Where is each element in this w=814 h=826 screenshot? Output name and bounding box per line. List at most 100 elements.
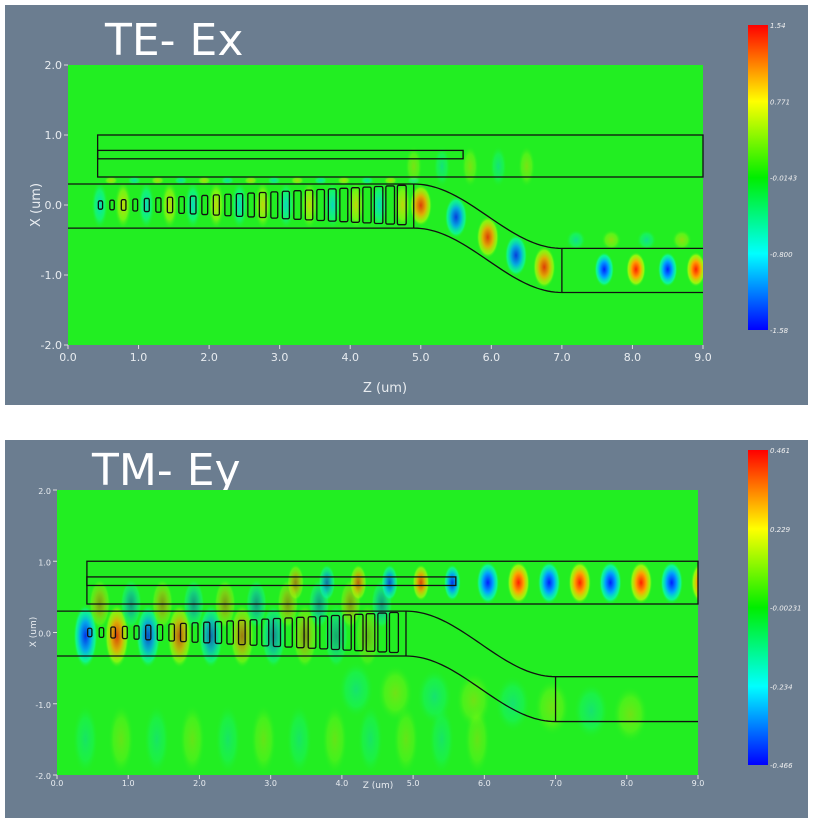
field-lobe [136, 604, 161, 669]
x-tick-label: 6.0 [483, 351, 501, 364]
x-tick-label: 9.0 [694, 351, 712, 364]
thin-strip [86, 576, 457, 587]
thin-strip [96, 149, 464, 160]
grating-segment [339, 187, 349, 223]
x-tick-label: 1.0 [122, 779, 135, 788]
grating-segment [258, 191, 267, 219]
y-tick-label: 2.0 [38, 487, 51, 496]
field-lobe [179, 703, 206, 775]
field-lobe [489, 145, 507, 188]
grating-segment [145, 624, 152, 641]
s-bend-bottom [405, 655, 556, 723]
field-lobe [91, 180, 109, 230]
field-lobe [318, 564, 336, 602]
field-lobe [686, 251, 703, 287]
field-lobe [537, 561, 561, 604]
field-lobe [534, 678, 570, 736]
field-lobe [690, 562, 698, 603]
grating-segment [201, 194, 209, 216]
grating-segment [110, 626, 117, 639]
y-tick-label: 1.0 [45, 129, 63, 142]
field-lobe [198, 604, 223, 669]
x-tick-label: 5.0 [407, 779, 420, 788]
field-lobe [137, 180, 155, 230]
colorbar-tick-label: -0.234 [770, 683, 793, 691]
grating-segment [226, 620, 234, 645]
grating-segment [388, 611, 400, 654]
y-tick-label: 1.0 [38, 558, 51, 567]
x-tick-label: 6.0 [478, 779, 491, 788]
field-lobe [381, 564, 399, 602]
field-lobe [143, 703, 170, 775]
x-axis-label: Z (um) [363, 381, 407, 396]
grating-segment [178, 195, 185, 215]
field-lobe [444, 196, 468, 239]
field-lobe [290, 176, 305, 185]
y-axis-label: X (um) [29, 617, 39, 648]
x-axis-label: Z (um) [363, 781, 394, 791]
field-lobe [671, 229, 692, 251]
grating-segment [191, 622, 199, 643]
grating-segment [316, 188, 326, 222]
field-lobe [104, 604, 129, 669]
x-tick-label: 0.0 [51, 779, 64, 788]
grating-segment [214, 620, 223, 645]
grating-segment [155, 197, 162, 213]
grating-segment [120, 198, 127, 212]
grating-segment [350, 187, 361, 223]
grating-segment [143, 197, 150, 213]
y-tick-label: -1.0 [41, 269, 62, 282]
grating-segment [365, 613, 376, 652]
field-lobe [167, 604, 192, 669]
grating-segment [189, 195, 197, 215]
colorbar-tick-label: 0.229 [770, 526, 791, 534]
x-tick-label: 5.0 [412, 351, 430, 364]
field-lobe [504, 234, 528, 277]
field-lobe [215, 703, 241, 775]
grating-segment [293, 190, 302, 220]
x-tick-label: 9.0 [692, 779, 705, 788]
field-lobe [657, 251, 678, 287]
plot-area [57, 490, 699, 775]
field-lobe [184, 180, 202, 230]
grating-segment [86, 627, 93, 638]
field-lobe [73, 604, 98, 669]
x-tick-label: 8.0 [620, 779, 633, 788]
field-lobe [393, 703, 419, 775]
field-lobe [250, 703, 277, 775]
field-lobe [355, 604, 380, 669]
field-lobe [660, 561, 684, 604]
field-lobe [161, 180, 179, 230]
x-tick-label: 4.0 [341, 351, 359, 364]
field-lobe [412, 564, 430, 602]
field-lobe [599, 561, 622, 604]
field-lobe [114, 180, 132, 230]
x-tick-label: 3.0 [264, 779, 277, 788]
field-lobe [573, 682, 609, 740]
field-lobe [405, 145, 423, 188]
grating-segment [133, 625, 140, 640]
field-lobe [230, 180, 248, 230]
field-lobe [324, 180, 342, 230]
colorbar-tick-label: -0.00231 [770, 605, 801, 613]
field-lobe [566, 229, 586, 251]
field-lobe [72, 703, 99, 775]
field-lobe [629, 561, 653, 604]
y-axis-label: X (um) [29, 183, 44, 227]
colorbar-tick-label: -0.0143 [770, 175, 797, 183]
field-lobe [266, 176, 282, 185]
field-lobe [360, 176, 375, 185]
grating-segment [121, 625, 128, 640]
panel-te-ex: TE- Ex Z (um) X (um) 0.0 1.0 2.0 3.0 4.0 5.0 6… [5, 5, 808, 405]
field-lobe [495, 675, 531, 733]
field-lobe [370, 180, 388, 230]
grating-segment [97, 200, 104, 210]
x-tick-label: 8.0 [624, 351, 642, 364]
field-lobe [409, 184, 433, 227]
grating-segment [98, 626, 105, 639]
grating-segment [212, 194, 220, 216]
grating-segment [362, 186, 372, 224]
field-lobe [336, 176, 351, 185]
field-lobe [393, 180, 411, 230]
field-lobe [230, 604, 255, 669]
